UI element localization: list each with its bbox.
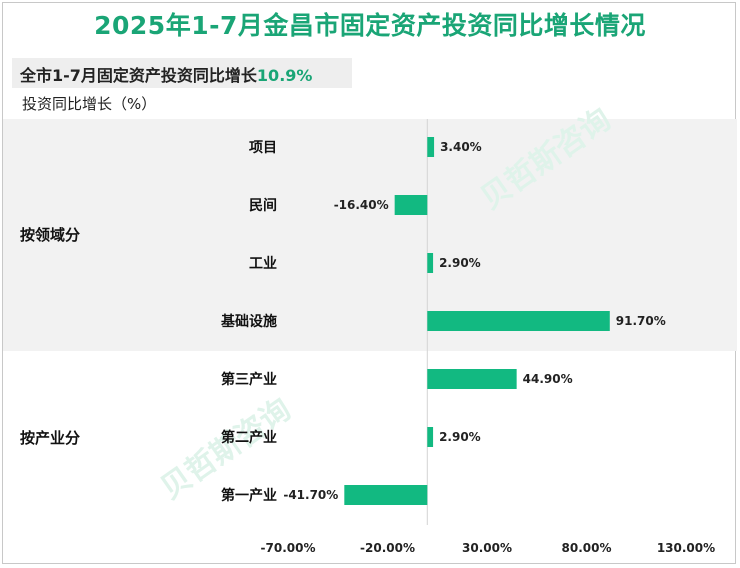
category-label: 第一产业 <box>221 487 277 504</box>
value-label: 2.90% <box>439 256 481 270</box>
bar <box>394 195 428 215</box>
chart-title: 2025年1-7月金昌市固定资产投资同比增长情况 <box>94 11 646 40</box>
value-label: 3.40% <box>440 140 482 154</box>
summary-label: 全市1-7月固定资产投资同比增长 <box>20 66 257 85</box>
x-tick-label: -20.00% <box>360 541 415 555</box>
bar <box>344 485 428 505</box>
value-label: 44.90% <box>523 372 573 386</box>
summary-value: 10.9% <box>256 66 313 85</box>
bar <box>427 311 610 331</box>
category-label: 基础设施 <box>221 313 277 330</box>
value-label: 2.90% <box>439 430 481 444</box>
x-tick-label: 30.00% <box>462 541 512 555</box>
group-label: 按领域分 <box>20 226 80 244</box>
category-label: 第二产业 <box>221 429 277 446</box>
category-label: 第三产业 <box>221 371 277 388</box>
value-label: 91.70% <box>616 314 666 328</box>
group-label: 按产业分 <box>20 429 80 447</box>
value-label: -41.70% <box>283 488 338 502</box>
bar <box>427 137 435 157</box>
category-label: 项目 <box>249 140 277 156</box>
x-tick-label: -70.00% <box>261 541 316 555</box>
y-axis-label: 投资同比增长（%） <box>22 95 157 113</box>
x-tick-label: 130.00% <box>657 541 715 555</box>
summary-text: 全市1-7月固定资产投资同比增长10.9% <box>20 62 312 86</box>
category-label: 民间 <box>249 197 277 214</box>
group-band-0 <box>3 119 737 351</box>
category-label: 工业 <box>249 256 277 272</box>
summary-box: 全市1-7月固定资产投资同比增长10.9% <box>12 58 352 88</box>
value-label: -16.40% <box>334 198 389 212</box>
bar <box>427 253 434 273</box>
x-tick-label: 80.00% <box>562 541 612 555</box>
bar <box>427 369 517 389</box>
bar <box>427 427 434 447</box>
